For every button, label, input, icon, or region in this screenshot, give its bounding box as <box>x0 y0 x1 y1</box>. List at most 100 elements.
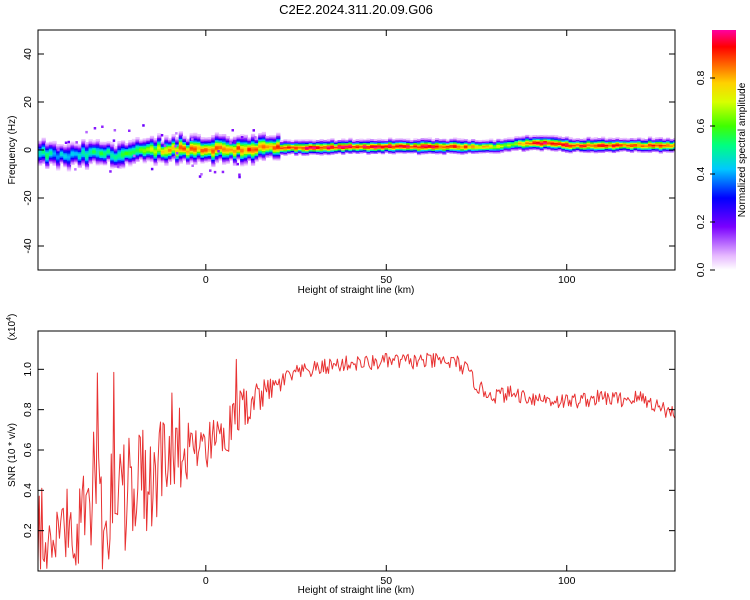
spectrogram-cell <box>611 151 617 154</box>
spectrogram-cell <box>193 161 198 164</box>
spectrogram-cell <box>597 143 602 146</box>
spectrogram-cell <box>427 138 432 141</box>
spectrogram-cell <box>406 149 411 152</box>
spectrogram-cell <box>586 136 591 139</box>
spectrogram-cell <box>92 156 97 159</box>
spectrogram-cell <box>106 157 111 159</box>
spectrogram-cell <box>48 157 54 160</box>
spectrogram-cell <box>142 149 147 152</box>
spectrogram-cell <box>359 138 364 141</box>
spectrogram-cell <box>175 161 180 164</box>
spectrogram-cell <box>178 141 183 144</box>
spectrogram-cell <box>128 157 133 160</box>
spectrogram-cell <box>131 148 137 151</box>
spectrogram-cell <box>167 145 173 148</box>
spectrogram-cell <box>200 157 205 160</box>
spectrogram-cell <box>218 138 223 141</box>
spectrogram-cell <box>218 137 223 139</box>
spectrogram-cell <box>597 149 602 152</box>
spectrogram-cell <box>66 146 72 149</box>
spectrogram-cell <box>564 150 570 153</box>
spectrogram-cell <box>355 139 360 141</box>
spectrogram-cell <box>351 148 357 151</box>
spectrogram-cell <box>593 138 599 141</box>
spectrogram-cell <box>99 154 104 157</box>
spectrogram-cell <box>507 147 512 150</box>
spectrogram-cell <box>164 138 169 140</box>
spectrogram-cell <box>370 146 375 149</box>
spectrogram-xtick-label: 0 <box>203 274 209 286</box>
spectrogram-cell <box>113 161 118 164</box>
spectrogram-cell <box>294 154 299 156</box>
spectrogram-cell <box>139 153 144 156</box>
snr-ytick-label: 1.0 <box>22 362 34 377</box>
spectrogram-speck <box>231 129 234 132</box>
spectrogram-cell <box>164 143 169 146</box>
spectrogram-cell <box>56 151 61 154</box>
spectrogram-cell <box>435 141 440 143</box>
spectrogram-cell <box>59 161 64 164</box>
spectrogram-cell <box>200 152 205 155</box>
spectrogram-cell <box>276 134 281 137</box>
spectrogram-cell <box>546 148 552 151</box>
snr-series-line <box>38 352 675 570</box>
spectrogram-cell <box>113 160 118 163</box>
spectrogram-cell <box>582 145 588 147</box>
spectrogram-cell <box>45 158 50 161</box>
spectrogram-cell <box>261 156 266 159</box>
spectrogram-cell <box>377 141 382 144</box>
spectrogram-cell <box>431 141 436 144</box>
spectrogram-cell <box>102 150 108 153</box>
spectrogram-cell <box>153 141 158 143</box>
spectrogram-cell <box>196 144 202 146</box>
spectrogram-cell <box>647 140 653 143</box>
spectrogram-cell <box>59 155 64 158</box>
spectrogram-cell <box>626 150 631 152</box>
spectrogram-cell <box>211 147 216 150</box>
spectrogram-cell <box>124 151 129 154</box>
spectrogram-cell <box>258 143 263 146</box>
spectrogram-cell <box>261 134 266 137</box>
spectrogram-cell <box>543 143 548 146</box>
spectrogram-cell <box>348 140 353 143</box>
spectrogram-cell <box>662 140 667 143</box>
spectrogram-speck <box>57 148 60 152</box>
spectrogram-cell <box>341 138 346 141</box>
snr-ytick-label: 0.6 <box>22 443 34 458</box>
spectrogram-cell <box>518 136 523 139</box>
spectrogram-cell <box>435 148 440 151</box>
spectrogram-cell <box>409 150 414 152</box>
spectrogram-cell <box>272 135 277 138</box>
spectrogram-speck <box>160 134 164 137</box>
spectrogram-cell <box>222 152 227 155</box>
spectrogram-cell <box>308 143 313 146</box>
spectrogram-cell <box>200 147 205 150</box>
spectrogram-cell <box>268 146 274 149</box>
spectrogram-cell <box>265 141 270 144</box>
spectrogram-cell <box>276 147 281 149</box>
spectrogram-speck <box>200 173 203 176</box>
spectrogram-cell <box>99 161 104 164</box>
spectrogram-cell <box>171 138 176 141</box>
spectrogram-cell <box>333 145 339 147</box>
spectrogram-cell <box>301 139 306 142</box>
spectrogram-cell <box>463 143 469 146</box>
spectrogram-cell <box>673 145 675 148</box>
spectrogram-cell <box>175 139 180 142</box>
spectrogram-cell <box>539 143 544 146</box>
spectrogram-cell <box>258 144 263 147</box>
spectrogram-cell <box>362 149 368 152</box>
spectrogram-cell <box>276 141 281 144</box>
spectrogram-cell <box>276 152 281 155</box>
spectrogram-cell <box>261 157 266 160</box>
spectrogram-cell <box>254 153 259 156</box>
spectrogram-cell <box>416 150 422 153</box>
spectrogram-cell <box>312 142 317 145</box>
spectrogram-cell <box>222 136 227 139</box>
spectrogram-cell <box>211 140 216 143</box>
spectrogram-cell <box>308 142 313 145</box>
spectrogram-cell <box>431 144 436 147</box>
spectrogram-cell <box>348 150 353 153</box>
spectrogram-cell <box>240 157 245 160</box>
spectrogram-cell <box>467 149 472 152</box>
